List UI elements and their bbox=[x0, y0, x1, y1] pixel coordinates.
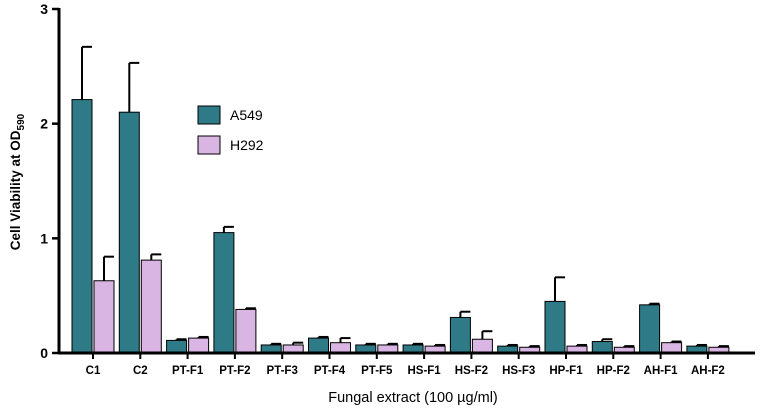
bar-a549-hp-f1 bbox=[544, 300, 566, 354]
bar-h292-c1 bbox=[93, 280, 115, 354]
legend: A549 H292 bbox=[197, 105, 264, 155]
bar-a549-pt-f2 bbox=[213, 232, 235, 354]
legend-label-a549: A549 bbox=[230, 107, 263, 123]
legend-swatch-h292 bbox=[197, 135, 221, 155]
bar-a549-c2 bbox=[118, 111, 140, 354]
x-tick-label-pt-f4: PT-F4 bbox=[314, 365, 346, 377]
x-tick-label-hs-f3: HS-F3 bbox=[502, 365, 535, 377]
legend-label-h292: H292 bbox=[230, 137, 264, 153]
bar-h292-pt-f2 bbox=[235, 308, 257, 354]
x-tick-label-hp-f2: HP-F2 bbox=[597, 365, 630, 377]
bar-a549-ah-f1 bbox=[639, 304, 661, 354]
bar-a549-hp-f2 bbox=[591, 341, 613, 354]
y-tick-label-3: 3 bbox=[40, 1, 48, 17]
bar-a549-pt-f4 bbox=[308, 337, 329, 354]
y-tick-label-2: 2 bbox=[40, 116, 48, 132]
x-tick-label-pt-f3: PT-F3 bbox=[267, 365, 298, 377]
x-tick-label-ah-f1: AH-F1 bbox=[644, 365, 678, 377]
bar-h292-ah-f1 bbox=[661, 342, 683, 354]
bar-a549-c1 bbox=[71, 99, 93, 354]
y-axis-title-main: Cell Viability at OD bbox=[8, 130, 23, 250]
y-axis-title-subscript: 590 bbox=[16, 113, 27, 130]
x-tick-label-c2: C2 bbox=[133, 365, 148, 377]
bar-a549-hs-f2 bbox=[449, 316, 471, 354]
x-tick-label-pt-f1: PT-F1 bbox=[172, 365, 204, 377]
x-tick-label-hs-f2: HS-F2 bbox=[455, 365, 488, 377]
y-tick-label-0: 0 bbox=[40, 345, 48, 361]
y-axis-title: Cell Viability at OD590 bbox=[8, 113, 27, 250]
bar-h292-pt-f4 bbox=[330, 342, 351, 354]
bar-h292-pt-f1 bbox=[188, 337, 210, 354]
bar-h292-hs-f2 bbox=[471, 338, 493, 354]
x-tick-label-hp-f1: HP-F1 bbox=[549, 365, 583, 377]
bar-a549-pt-f1 bbox=[166, 339, 188, 354]
axes-layer: C1 C2 PT-F1 PT-F2 PT-F3 PT-F4 PT-F5 HS-F1 HS-F2 H… bbox=[40, 1, 755, 377]
x-tick-label-hs-f1: HS-F1 bbox=[407, 365, 441, 377]
x-axis-title: Fungal extract (100 µg/ml) bbox=[328, 390, 498, 406]
x-tick-label-pt-f2: PT-F2 bbox=[219, 365, 250, 377]
legend-swatch-a549 bbox=[197, 105, 221, 125]
y-tick-label-1: 1 bbox=[40, 230, 48, 246]
x-tick-label-c1: C1 bbox=[86, 365, 101, 377]
x-tick-label-pt-f5: PT-F5 bbox=[361, 365, 393, 377]
bars-layer bbox=[71, 45, 730, 354]
bar-h292-c2 bbox=[140, 259, 162, 354]
x-tick-label-ah-f2: AH-F2 bbox=[691, 365, 725, 377]
